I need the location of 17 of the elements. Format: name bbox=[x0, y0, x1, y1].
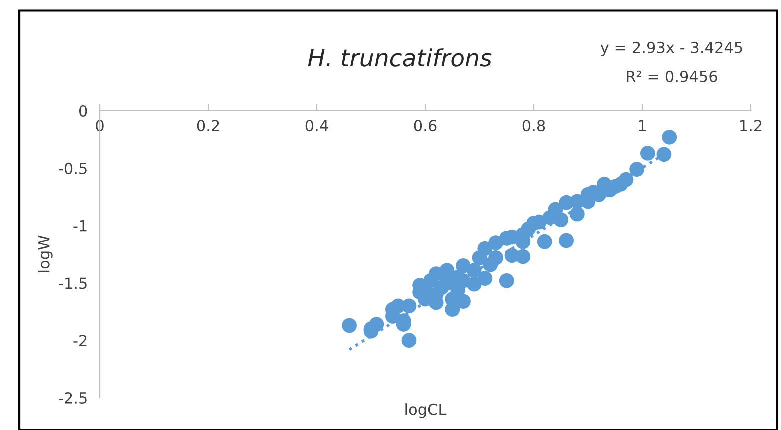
x-tick-label: 0.6 bbox=[414, 120, 437, 132]
y-tick-label: -0.5 bbox=[59, 162, 87, 174]
x-tick-label: 0.2 bbox=[197, 120, 220, 132]
y-tick-label: 0 bbox=[79, 105, 88, 118]
x-tick-label: 1.2 bbox=[740, 120, 762, 132]
text: R² = 0.9456 bbox=[627, 70, 718, 82]
y-tick-label: -2 bbox=[74, 335, 87, 346]
y-tick-label: -1 bbox=[74, 220, 87, 232]
x-tick-label: 0.8 bbox=[522, 120, 546, 132]
text: y = 2.93x - 3.4245 bbox=[600, 42, 742, 56]
chart-title: H. truncatifrons bbox=[308, 48, 492, 67]
x-tick-label: 0.4 bbox=[306, 120, 328, 132]
y-tick-label: -2.5 bbox=[59, 392, 87, 404]
x-tick-label: 1 bbox=[639, 120, 646, 132]
y-axis-title: logW bbox=[38, 236, 53, 272]
x-axis-title: logCL bbox=[406, 404, 447, 418]
y-tick-label: -1.5 bbox=[59, 278, 87, 290]
